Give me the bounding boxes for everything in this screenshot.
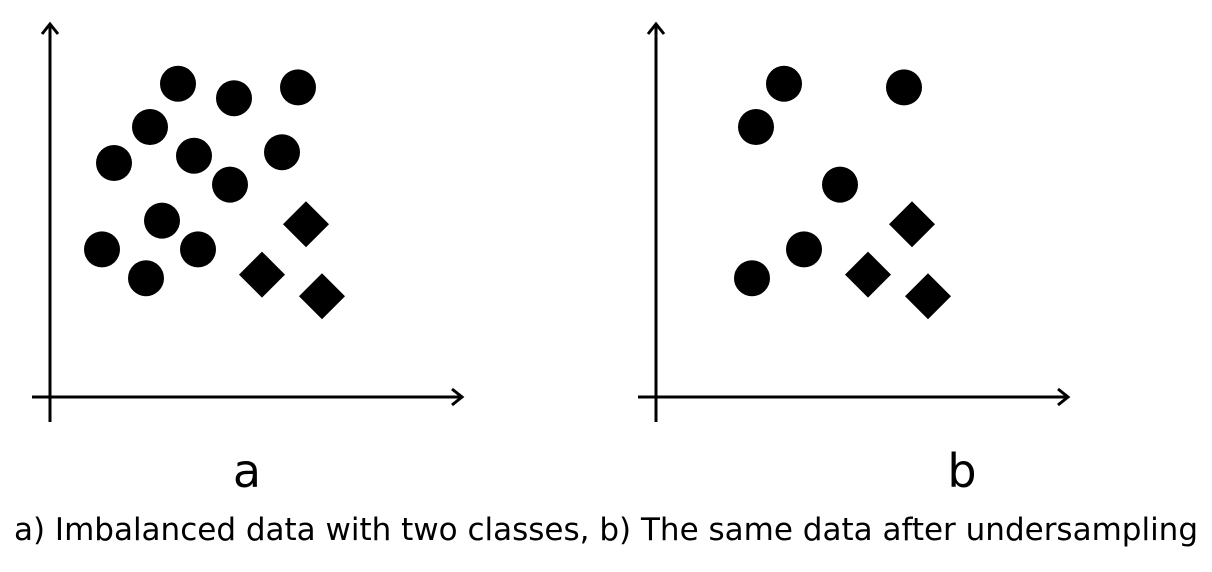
scatter-plot-b [638,21,1071,422]
circle-point-a [212,166,248,203]
circle-point-a [144,202,180,239]
panel-label-a: a [232,444,262,498]
figure-caption: a) Imbalanced data with two classes, b) … [13,512,1199,548]
scatter-plot-a [32,21,465,422]
diamond-point-b [905,273,951,320]
diamond-point-a [283,201,329,248]
circle-point-a [96,145,132,181]
circle-point-b [738,109,774,145]
circle-point-b [766,65,802,102]
circle-point-a [216,80,252,117]
circle-point-a [160,65,196,102]
diamond-point-b [845,251,891,298]
circle-point-a [176,137,212,174]
circle-point-b [886,69,922,106]
circle-point-a [84,231,120,268]
circle-point-a [132,109,168,145]
diamond-point-b [889,201,935,248]
circle-point-a [264,134,300,171]
panel-label-b: b [947,444,977,498]
circle-point-a [280,69,316,106]
circle-point-a [180,231,216,268]
y-axis-arrow-a [40,21,60,35]
circle-point-a [128,260,164,297]
circle-point-b [786,231,822,268]
circle-point-b [734,260,770,297]
x-axis-arrow-a [451,387,465,407]
diamond-point-a [299,273,345,320]
x-axis-arrow-b [1057,387,1071,407]
circle-point-b [822,166,858,203]
diamond-point-a [239,251,285,298]
y-axis-arrow-b [646,21,666,35]
